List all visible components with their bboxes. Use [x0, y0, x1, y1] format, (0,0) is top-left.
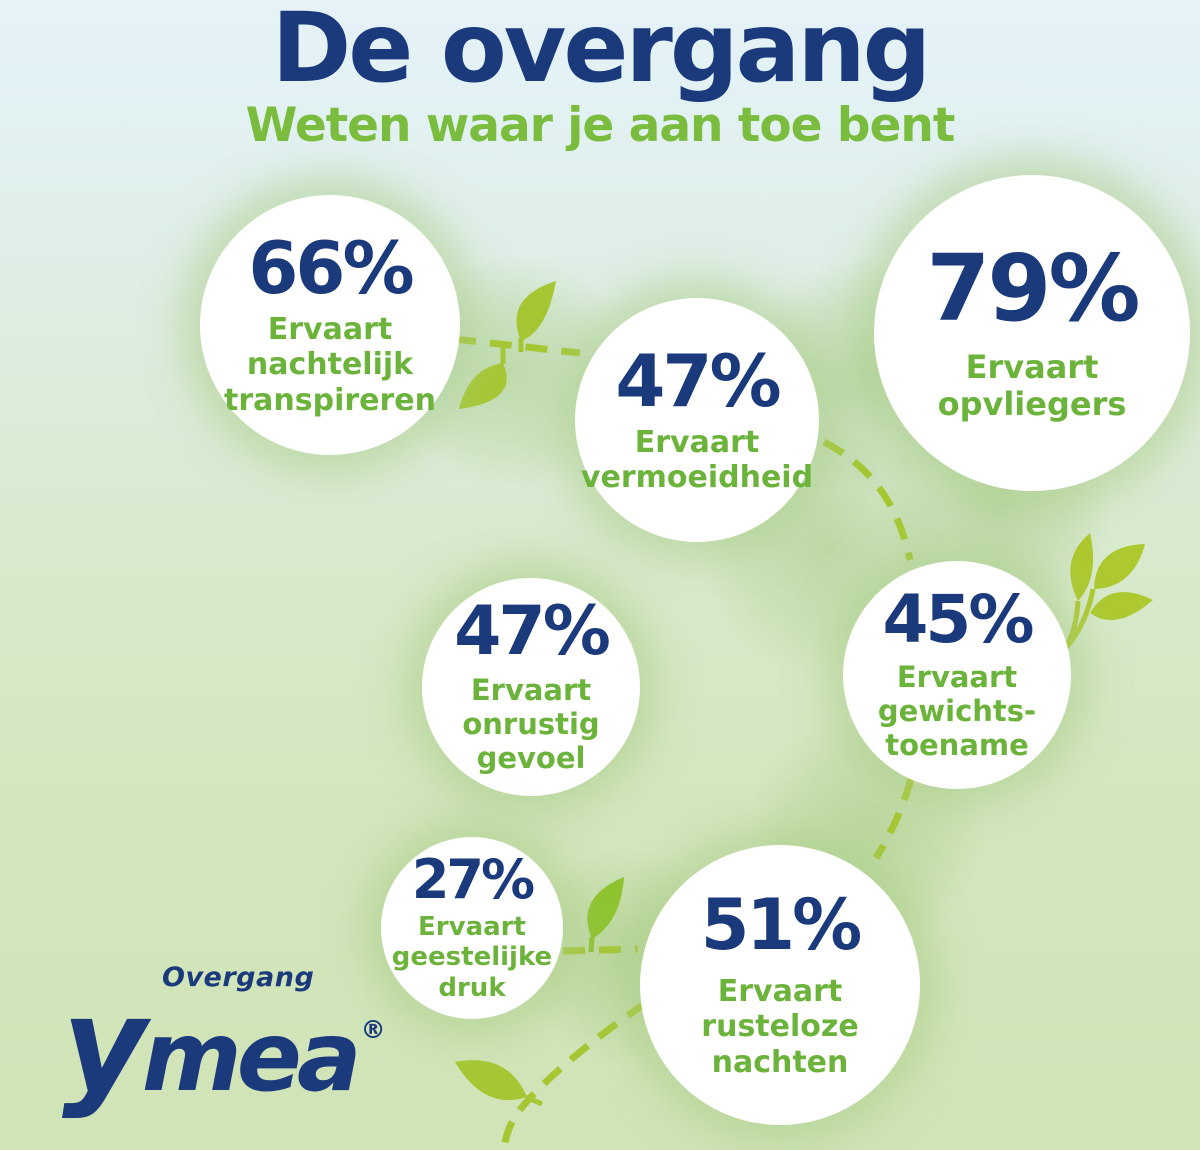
header: De overgang Weten waar je aan toe bent — [0, 0, 1200, 153]
stat-label-line: toename — [885, 727, 1029, 762]
page-subtitle: Weten waar je aan toe bent — [245, 97, 956, 153]
stat-label-line: Ervaart — [267, 312, 393, 348]
stat-label-line: rusteloze — [701, 1009, 859, 1045]
stat-label-line: onrustig — [462, 707, 600, 742]
stat-label: Ervaart rusteloze nachten — [701, 974, 858, 1079]
stat-label: Ervaart nachtelijk transpireren — [224, 312, 436, 417]
ymea-logo: Overgang ymea ® — [62, 962, 386, 1110]
dashed-connector — [453, 335, 581, 357]
page-title: De overgang — [271, 0, 932, 104]
stat-bubble-vermoeidheid: 47% Ervaart vermoeidheid — [575, 298, 819, 542]
stat-label-line: Ervaart — [896, 660, 1018, 695]
stat-value: 47% — [615, 338, 781, 423]
stat-label-line: druk — [438, 972, 506, 1003]
stat-label-line: Ervaart — [418, 911, 526, 942]
leaf-icon — [1090, 591, 1153, 621]
leaf-icon — [1070, 533, 1094, 601]
leaf-icon — [516, 281, 556, 341]
stat-value: 79% — [926, 234, 1140, 342]
stat-value: 27% — [411, 847, 535, 911]
leaf-icon — [1094, 544, 1145, 589]
dashed-connector — [873, 778, 915, 860]
stat-bubble-geestelijke-druk: 27% Ervaart geestelijke druk — [381, 837, 563, 1019]
stat-label-line: nachten — [711, 1044, 849, 1080]
stat-label: Ervaart gewichts- toename — [877, 660, 1037, 763]
stat-label-line: vermoeidheid — [580, 460, 814, 495]
stat-label-line: transpireren — [224, 382, 436, 418]
stat-value: 51% — [700, 884, 863, 967]
leaf-icon — [587, 877, 624, 939]
leaf-stem — [524, 1094, 544, 1107]
ymea-logo-mea: mea — [141, 1001, 362, 1113]
small-leaf-icon — [455, 1060, 544, 1107]
stat-label-line: geestelijke — [391, 942, 553, 973]
stat-label-line: Ervaart — [717, 974, 843, 1010]
leaf-sprig-icon — [1058, 533, 1153, 658]
stat-bubble-gewichtstoename: 45% Ervaart gewichts- toename — [843, 561, 1071, 789]
leaf-pair-icon — [459, 281, 556, 409]
stat-label-line: nachtelijk — [246, 347, 414, 383]
dashed-connector — [562, 945, 639, 955]
ymea-logo-overgang-text: Overgang — [162, 962, 315, 993]
dashed-connector-lines — [453, 335, 915, 1150]
stat-label: Ervaart geestelijke druk — [392, 912, 552, 1003]
stat-label: Ervaart vermoeidheid — [581, 425, 813, 495]
ymea-logo-y: y — [62, 969, 147, 1121]
stat-label-line: gevoel — [476, 740, 586, 775]
registered-mark: ® — [360, 1015, 386, 1044]
leaf-stem — [1062, 588, 1096, 652]
stat-label-line: opvliegers — [937, 385, 1127, 423]
small-leaf-icon — [587, 877, 624, 953]
dashed-connector — [500, 1000, 648, 1150]
stat-label: Ervaart onrustig gevoel — [462, 673, 600, 776]
stat-label-line: Ervaart — [470, 673, 592, 708]
dashed-connector — [822, 438, 914, 561]
stat-value: 47% — [454, 592, 611, 672]
stat-label-line: Ervaart — [965, 347, 1099, 386]
stat-bubble-nachtelijk-transpireren: 66% Ervaart nachtelijk transpireren — [200, 195, 460, 455]
stat-bubble-rusteloze-nachten: 51% Ervaart rusteloze nachten — [640, 845, 920, 1125]
stat-value: 45% — [882, 581, 1035, 659]
leaf-stem — [588, 936, 595, 953]
stat-label: Ervaart opvliegers — [937, 347, 1127, 424]
stat-label-line: Ervaart — [634, 424, 760, 460]
stat-value: 66% — [248, 226, 414, 311]
leaf-icon — [455, 1060, 527, 1101]
stat-label-line: gewichts- — [877, 694, 1037, 729]
stat-bubble-opvliegers: 79% Ervaart opvliegers — [874, 175, 1190, 491]
ymea-logo-wordmark: ymea ® — [62, 980, 386, 1110]
leaf-icon — [459, 363, 507, 409]
stat-bubble-onrustig-gevoel: 47% Ervaart onrustig gevoel — [422, 578, 640, 796]
